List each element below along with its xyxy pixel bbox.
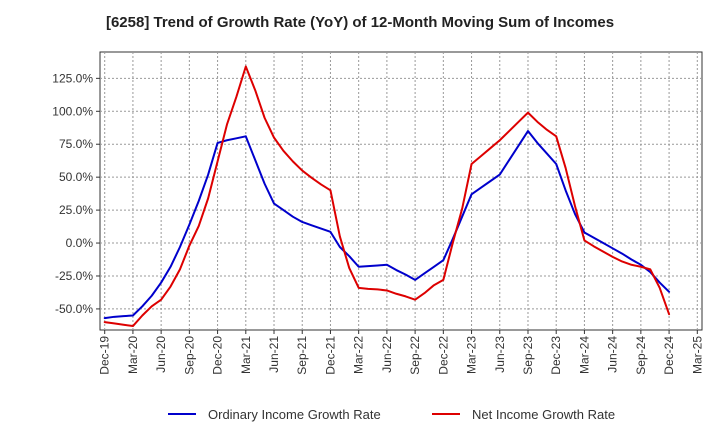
x-tick-label: Dec-24 [662,336,676,375]
legend: Ordinary Income Growth Rate Net Income Gr… [168,407,615,422]
x-tick-label: Mar-24 [577,336,591,374]
x-tick-label: Jun-22 [380,336,394,373]
x-tick-label: Dec-22 [436,336,450,375]
x-tick-label: Mar-25 [690,336,704,374]
y-tick-label: 75.0% [59,137,93,151]
x-tick-label: Jun-20 [154,336,168,373]
y-axis: -50.0% -25.0% 0.0% 25.0% 50.0% 75.0% 100.0% 125… [52,71,100,316]
x-tick-label: Dec-21 [323,336,337,375]
x-tick-label: Jun-23 [493,336,507,373]
y-tick-label: -25.0% [55,269,93,283]
x-tick-label: Jun-21 [267,336,281,373]
y-tick-label: 50.0% [59,170,93,184]
chart-title: [6258] Trend of Growth Rate (YoY) of 12-… [105,14,615,31]
x-tick-label: Dec-19 [98,336,112,375]
x-tick-label: Sep-22 [408,336,422,375]
x-tick-label: Jun-24 [606,336,620,373]
series-lines [103,65,671,328]
y-tick-label: 100.0% [52,104,93,118]
y-tick-label: -50.0% [55,302,93,316]
plot-area [99,51,703,331]
x-tick-label: Mar-22 [352,336,366,374]
y-tick-label: 25.0% [59,203,93,217]
y-tick-label: 125.0% [52,71,93,85]
x-tick-label: Sep-24 [634,336,648,375]
x-tick-label: Mar-20 [126,336,140,374]
y-tick-label: 0.0% [66,236,94,250]
series-line-1 [103,130,671,320]
x-tick-label: Mar-23 [465,336,479,374]
x-tick-label: Sep-21 [295,336,309,375]
x-tick-label: Dec-23 [549,336,563,375]
x-tick-label: Sep-20 [182,336,196,375]
x-tick-label: Sep-23 [521,336,535,375]
x-tick-label: Dec-20 [211,336,225,375]
series-line-2 [103,65,671,328]
legend-label: Ordinary Income Growth Rate [208,407,381,422]
x-axis: Dec-19 Mar-20 Jun-20 Sep-20 Dec-20 Mar-21 Jun-… [98,330,704,375]
legend-label: Net Income Growth Rate [472,407,615,422]
x-tick-label: Mar-21 [239,336,253,374]
